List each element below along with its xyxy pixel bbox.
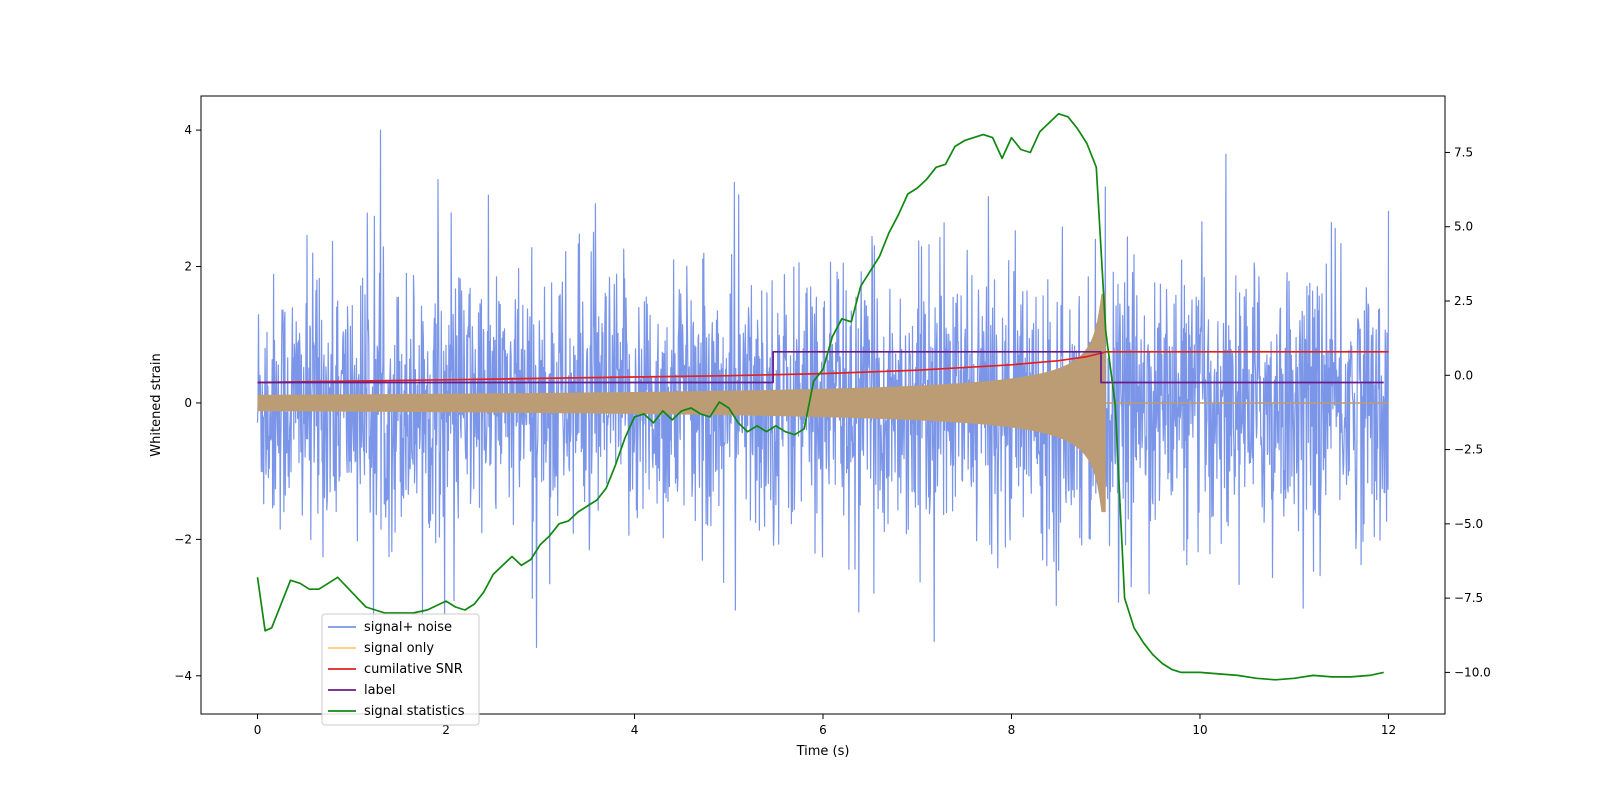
x-tick-label-1: 2 — [442, 723, 450, 737]
x-tick-label-4: 8 — [1008, 723, 1016, 737]
y-tick-label-4: 4 — [184, 123, 192, 137]
y-axis-left: −4 −2 0 2 4 — [174, 123, 201, 683]
series-line-label — [257, 350, 1384, 384]
y-axis-right: −10.0 −7.5 −5.0 −2.5 0.0 2.5 5.0 7.5 — [1445, 145, 1491, 679]
y2-tick-label-0: −10.0 — [1454, 665, 1491, 679]
y-axis-label: Whitened strain — [149, 353, 164, 456]
y-tick-label-1: −2 — [174, 532, 192, 546]
series-layer — [256, 112, 1390, 681]
legend-box — [321, 613, 480, 726]
x-tick-label-3: 6 — [819, 723, 827, 737]
x-tick-label-6: 12 — [1381, 723, 1396, 737]
legend-label-4: signal statistics — [364, 704, 465, 719]
x-tick-label-2: 4 — [631, 723, 639, 737]
y2-tick-label-6: 5.0 — [1454, 220, 1473, 234]
series-line-cumilative-snr — [257, 350, 1389, 384]
series-line-signal-statistics — [256, 112, 1384, 681]
y2-tick-label-7: 7.5 — [1454, 145, 1473, 159]
legend-label-0: signal+ noise — [364, 620, 452, 635]
series-signal-only-envelope — [257, 293, 1106, 513]
y2-tick-label-1: −7.5 — [1454, 591, 1483, 605]
y2-tick-label-5: 2.5 — [1454, 294, 1473, 308]
x-tick-label-5: 10 — [1192, 723, 1207, 737]
y2-tick-label-4: 0.0 — [1454, 368, 1473, 382]
legend-label-3: label — [364, 683, 395, 698]
legend-label-1: signal only — [364, 641, 434, 656]
y2-tick-label-2: −5.0 — [1454, 517, 1483, 531]
legend-label-2: cumilative SNR — [364, 662, 463, 677]
x-tick-label-0: 0 — [254, 723, 262, 737]
x-axis-label: Time (s) — [796, 744, 850, 759]
y-tick-label-2: 0 — [184, 396, 192, 410]
legend: signal+ noise signal only cumilative SNR la… — [321, 613, 480, 726]
y-tick-label-0: −4 — [174, 669, 192, 683]
y-tick-label-3: 2 — [184, 260, 192, 274]
y2-tick-label-3: −2.5 — [1454, 443, 1483, 457]
x-axis: 0 2 4 6 8 10 12 — [254, 714, 1396, 737]
